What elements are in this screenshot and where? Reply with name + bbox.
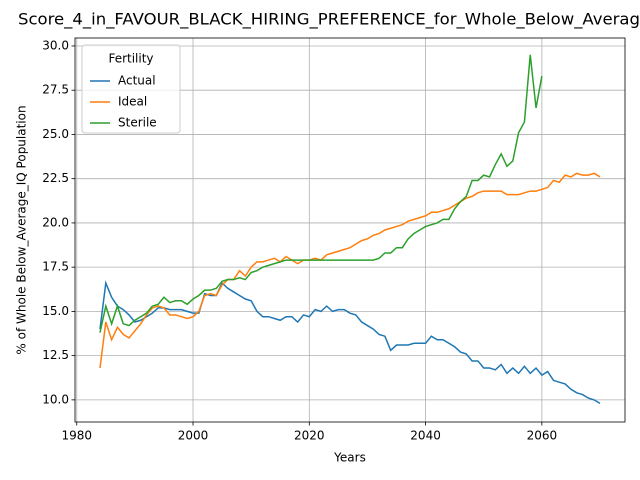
- x-tick-label: 2020: [294, 429, 325, 443]
- y-tick-label: 22.5: [42, 171, 69, 185]
- y-tick-label: 17.5: [42, 260, 69, 274]
- y-tick-label: 15.0: [42, 304, 69, 318]
- series-line: [99, 54, 543, 333]
- series-line: [99, 280, 601, 405]
- x-tick-label: 1980: [61, 429, 92, 443]
- y-tick-label: 27.5: [42, 83, 69, 97]
- x-tick-label: 2060: [527, 429, 558, 443]
- y-tick-label: 30.0: [42, 38, 69, 52]
- x-axis-label: Years: [333, 451, 366, 465]
- legend-label: Ideal: [118, 95, 147, 109]
- legend-box: [81, 44, 181, 134]
- x-tick-label: 2040: [410, 429, 441, 443]
- chart-title: Score_4_in_FAVOUR_BLACK_HIRING_PREFERENC…: [18, 10, 640, 30]
- legend-label: Sterile: [118, 116, 157, 130]
- y-tick-label: 10.0: [42, 392, 69, 406]
- y-tick-label: 12.5: [42, 348, 69, 362]
- plot-frame: [74, 37, 626, 423]
- series-line: [99, 172, 601, 369]
- y-tick-label: 20.0: [42, 215, 69, 229]
- y-axis-label: % of Whole Below_Average_IQ Population: [15, 105, 29, 354]
- legend: Fertility Actual Ideal Sterile: [81, 44, 181, 134]
- y-tick-label: 25.0: [42, 127, 69, 141]
- x-tick-label: 2000: [178, 429, 209, 443]
- legend-title: Fertility: [108, 52, 153, 66]
- legend-label: Actual: [118, 74, 156, 88]
